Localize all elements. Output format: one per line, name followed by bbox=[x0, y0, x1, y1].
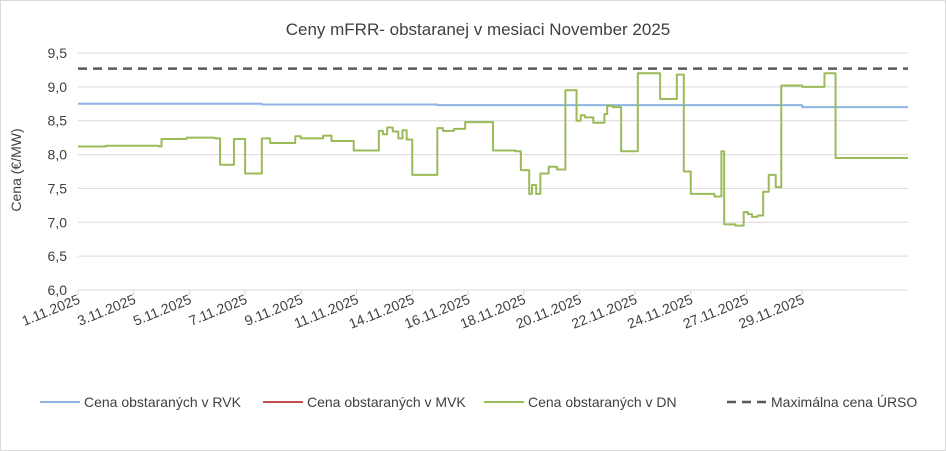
chart-title: Ceny mFRR- obstaranej v mesiaci November… bbox=[286, 20, 671, 39]
legend-label-2: Cena obstaraných v DN bbox=[528, 394, 677, 410]
y-tick-label: 7,0 bbox=[48, 214, 68, 230]
legend-label-0: Cena obstaraných v RVK bbox=[84, 394, 242, 410]
y-tick-label: 8,5 bbox=[48, 113, 68, 129]
x-tick-label: 3.11.2025 bbox=[75, 291, 138, 329]
x-tick-label: 7.11.2025 bbox=[186, 291, 249, 329]
axes bbox=[77, 289, 908, 295]
y-tick-label: 9,5 bbox=[48, 45, 68, 61]
y-tick-labels: 6,0 6,5 7,0 7,5 8,0 8,5 9,0 9,5 bbox=[48, 45, 68, 298]
series-line-2 bbox=[78, 72, 908, 227]
legend-label-3: Maximálna cena ÚRSO bbox=[771, 394, 917, 410]
legend: Cena obstaraných v RVK Cena obstaraných v… bbox=[40, 394, 917, 410]
gridlines bbox=[78, 52, 908, 257]
y-tick-label: 8,0 bbox=[48, 147, 68, 163]
y-tick-label: 6,5 bbox=[48, 248, 68, 264]
legend-label-1: Cena obstaraných v MVK bbox=[307, 394, 466, 410]
y-tick-label: 9,0 bbox=[48, 79, 68, 95]
y-axis-title: Cena (€/MW) bbox=[8, 128, 24, 211]
x-tick-labels: 1.11.20253.11.20255.11.20257.11.20259.11… bbox=[19, 291, 806, 332]
x-tick-label: 5.11.2025 bbox=[131, 291, 194, 329]
y-tick-label: 7,5 bbox=[48, 180, 68, 196]
series-line-0 bbox=[78, 102, 908, 109]
y-tick-label: 6,0 bbox=[48, 282, 68, 298]
plot-series bbox=[78, 67, 908, 227]
